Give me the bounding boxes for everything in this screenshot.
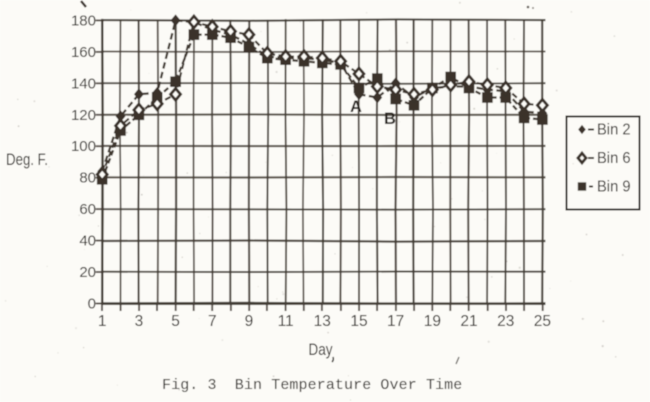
- svg-text:Day: Day: [308, 341, 332, 360]
- svg-text:Fig. 3 Bin Temperature Over T: Fig. 3 Bin Temperature Over Time: [162, 377, 462, 394]
- svg-text:A: A: [350, 98, 362, 116]
- svg-text:7: 7: [208, 313, 217, 330]
- svg-text:120: 120: [71, 107, 96, 124]
- svg-text:11: 11: [278, 313, 294, 330]
- svg-text:Bin 2: Bin 2: [597, 121, 631, 139]
- svg-text:60: 60: [79, 201, 96, 218]
- svg-text:40: 40: [79, 233, 96, 250]
- svg-text:5: 5: [171, 313, 180, 330]
- svg-text:B: B: [384, 110, 396, 128]
- svg-text:80: 80: [79, 170, 96, 187]
- svg-text:20: 20: [79, 264, 96, 281]
- svg-text:160: 160: [71, 44, 96, 61]
- svg-text:140: 140: [71, 75, 96, 92]
- svg-text:Bin 9: Bin 9: [597, 178, 631, 196]
- svg-text:19: 19: [424, 313, 441, 330]
- svg-text:3: 3: [135, 313, 144, 330]
- svg-text:0: 0: [88, 296, 96, 313]
- svg-text:15: 15: [350, 313, 367, 330]
- svg-text:180: 180: [71, 12, 96, 29]
- svg-text:25: 25: [534, 313, 551, 330]
- svg-text:9: 9: [245, 313, 254, 330]
- svg-text:17: 17: [387, 313, 404, 330]
- svg-text:23: 23: [497, 313, 514, 330]
- svg-text:1: 1: [98, 313, 107, 330]
- svg-text:13: 13: [314, 313, 331, 330]
- svg-text:Deg. F.: Deg. F.: [6, 151, 48, 170]
- svg-text:21: 21: [460, 313, 477, 330]
- svg-text:Bin 6: Bin 6: [597, 149, 631, 167]
- svg-text:100: 100: [71, 138, 96, 155]
